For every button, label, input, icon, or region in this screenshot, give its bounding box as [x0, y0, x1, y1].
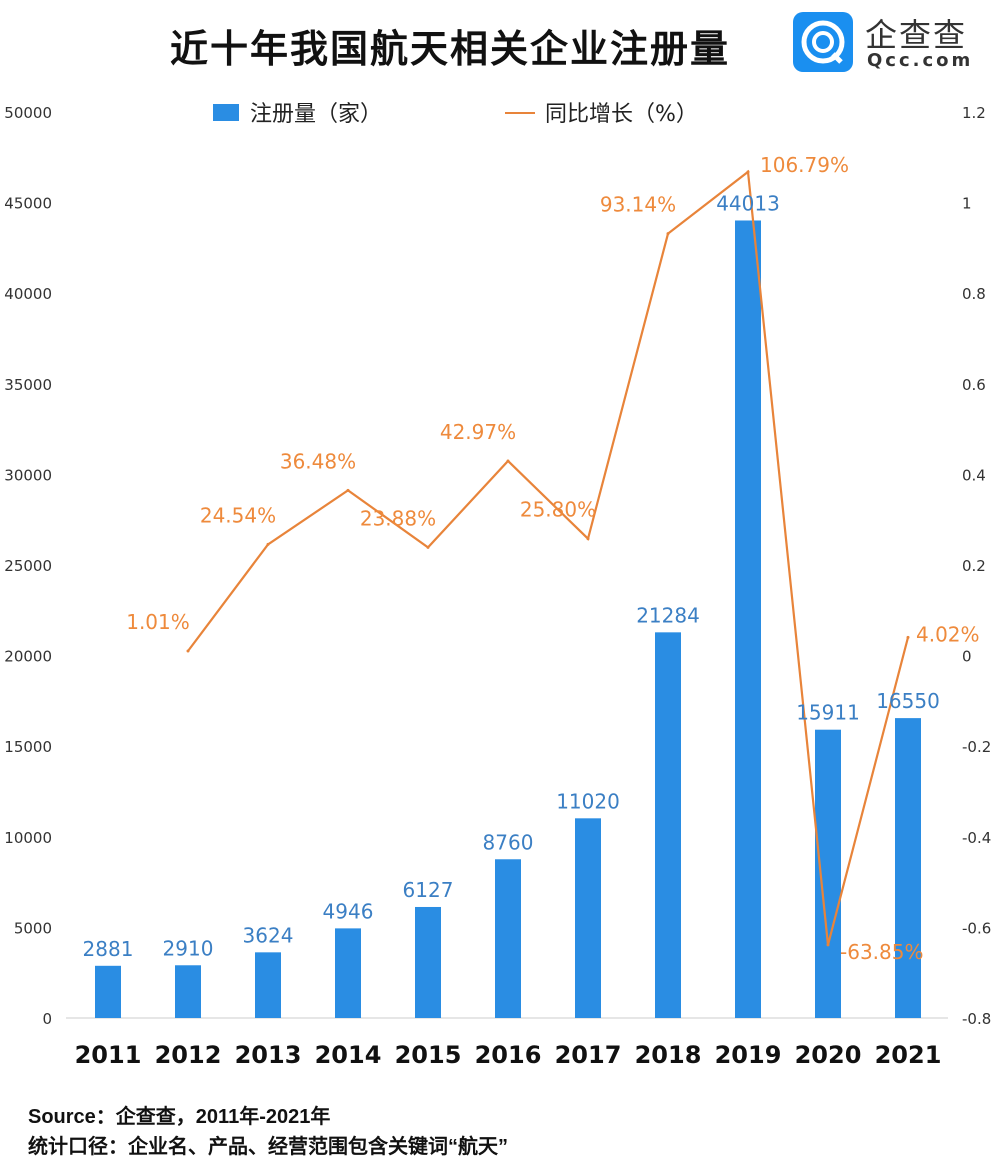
chart-title: 近十年我国航天相关企业注册量 — [169, 27, 730, 71]
growth-point-2017 — [586, 537, 590, 541]
scope-note: 统计口径：企业名、产品、经营范围包含关键词“航天” — [28, 1136, 508, 1158]
y-right-tick-label: 1.2 — [962, 104, 986, 122]
bar-2013 — [255, 952, 281, 1018]
growth-point-2019 — [746, 170, 750, 174]
source-note: Source：企查查，2011年-2021年 — [28, 1106, 331, 1128]
x-tick-label: 2012 — [155, 1041, 222, 1069]
legend: 注册量（家） 同比增长（%） — [213, 102, 698, 127]
growth-point-2015 — [426, 545, 430, 549]
growth-value-label: 93.14% — [600, 193, 676, 217]
growth-point-2016 — [506, 459, 510, 463]
bar-2011 — [95, 965, 121, 1018]
growth-value-label: 24.54% — [200, 503, 276, 527]
growth-value-label: 42.97% — [440, 420, 516, 444]
y-left-tick-label: 50000 — [4, 104, 52, 122]
x-tick-label: 2019 — [715, 1041, 782, 1069]
bar-2016 — [495, 859, 521, 1018]
growth-point-2018 — [666, 232, 670, 236]
y-right-tick-label: 0.4 — [962, 466, 986, 484]
x-tick-label: 2016 — [475, 1041, 542, 1069]
logo-url: Qcc.com — [867, 50, 974, 71]
growth-value-label: -63.85% — [840, 940, 923, 964]
y-left-tick-label: 45000 — [4, 195, 52, 213]
legend-bar-swatch — [213, 104, 239, 121]
growth-value-label: 36.48% — [280, 449, 356, 473]
y-left-tick-label: 35000 — [4, 376, 52, 394]
y-left-tick-label: 30000 — [4, 466, 52, 484]
y-right-tick-label: 0.2 — [962, 557, 986, 575]
legend-label-bar: 注册量（家） — [250, 102, 382, 127]
bar-value-label: 11020 — [556, 789, 620, 813]
y-right-tick-label: 0.8 — [962, 285, 986, 303]
logo-name: 企查查 — [865, 16, 968, 54]
bar-value-label: 16550 — [876, 689, 940, 713]
y-left-tick-label: 15000 — [4, 738, 52, 756]
x-tick-label: 2020 — [795, 1041, 862, 1069]
bar-2012 — [175, 965, 201, 1018]
legend-label-line: 同比增长（%） — [545, 102, 698, 127]
growth-point-2020 — [826, 943, 830, 947]
y-right-tick-label: 1 — [962, 195, 972, 213]
bar-value-label: 6127 — [403, 878, 454, 902]
x-tick-label: 2014 — [315, 1041, 382, 1069]
x-tick-label: 2021 — [875, 1041, 942, 1069]
y-left-tick-label: 25000 — [4, 557, 52, 575]
y-left-tick-label: 0 — [42, 1010, 52, 1028]
bar-value-label: 44013 — [716, 191, 780, 215]
bar-2021 — [895, 718, 921, 1018]
bar-2015 — [415, 906, 441, 1018]
growth-point-2014 — [346, 488, 350, 492]
y-left-tick-label: 40000 — [4, 285, 52, 303]
bar-2019 — [735, 220, 761, 1018]
qcc-logo: 企查查 Qcc.com — [793, 10, 998, 74]
y-right-tick-label: -0.2 — [962, 738, 991, 756]
bar-2014 — [335, 928, 361, 1018]
bar-2018 — [655, 632, 681, 1018]
growth-value-label: 106.79% — [760, 153, 849, 177]
growth-value-label: 1.01% — [126, 610, 190, 634]
qcc-logo-icon — [793, 12, 853, 72]
growth-point-2021 — [906, 635, 910, 639]
x-tick-label: 2017 — [555, 1041, 622, 1069]
x-tick-label: 2013 — [235, 1041, 302, 1069]
x-tick-label: 2018 — [635, 1041, 702, 1069]
x-tick-label: 2011 — [75, 1041, 142, 1069]
y-right-tick-label: -0.4 — [962, 829, 991, 847]
growth-point-2013 — [266, 542, 270, 546]
y-left-tick-label: 5000 — [14, 919, 52, 937]
y-left-tick-label: 20000 — [4, 648, 52, 666]
bar-value-label: 2881 — [83, 937, 134, 961]
growth-value-label: 4.02% — [916, 622, 980, 646]
x-tick-label: 2015 — [395, 1041, 462, 1069]
growth-line — [187, 169, 910, 946]
bar-2020 — [815, 729, 841, 1018]
bar-value-label: 21284 — [636, 603, 700, 627]
y-right-tick-label: 0.6 — [962, 376, 986, 394]
bar-value-label: 3624 — [243, 923, 294, 947]
y-right-tick-label: -0.8 — [962, 1010, 991, 1028]
growth-value-label: 23.88% — [360, 506, 436, 530]
y-right-tick-label: -0.6 — [962, 919, 991, 937]
bar-value-label: 4946 — [323, 899, 374, 923]
y-right-tick-label: 0 — [962, 648, 972, 666]
growth-value-label: 25.80% — [520, 498, 596, 522]
bar-value-label: 8760 — [483, 830, 534, 854]
bar-2017 — [575, 818, 601, 1018]
footer: Source：企查查，2011年-2021年 统计口径：企业名、产品、经营范围包… — [28, 1102, 508, 1162]
y-left-tick-label: 10000 — [4, 829, 52, 847]
bar-value-label: 2910 — [163, 936, 214, 960]
bar-value-label: 15911 — [796, 701, 860, 725]
growth-point-2012 — [186, 649, 190, 653]
